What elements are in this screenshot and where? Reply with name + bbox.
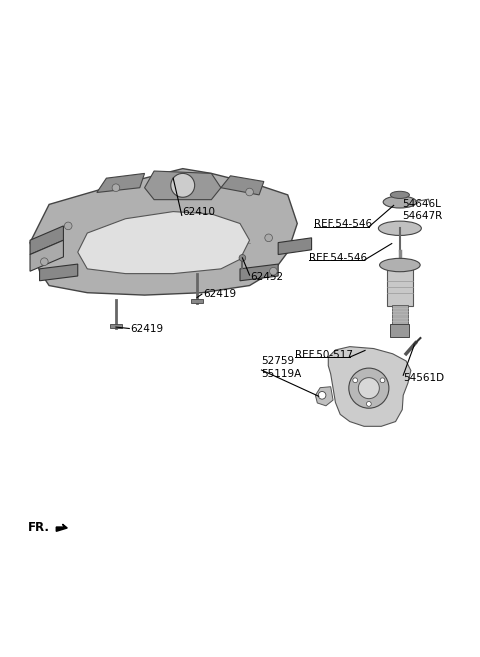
Circle shape [270,267,277,275]
Circle shape [318,392,326,399]
Polygon shape [144,171,221,200]
Bar [387,267,413,306]
Polygon shape [30,169,297,295]
Circle shape [112,184,120,192]
Circle shape [246,188,253,196]
Circle shape [366,401,371,406]
Text: 52759
55119A: 52759 55119A [262,357,302,379]
Circle shape [349,368,389,408]
Text: REF.54-546: REF.54-546 [309,253,367,263]
Text: 62419: 62419 [130,323,163,334]
Circle shape [359,378,379,399]
Polygon shape [278,238,312,254]
Polygon shape [30,226,63,254]
Text: REF.50-517: REF.50-517 [295,350,353,360]
Polygon shape [110,324,121,328]
Text: REF.54-546: REF.54-546 [314,219,372,229]
Circle shape [239,254,246,261]
Ellipse shape [380,258,420,272]
Ellipse shape [383,196,417,208]
Text: 54561D: 54561D [403,373,444,382]
Circle shape [40,258,48,265]
Polygon shape [328,347,411,426]
Circle shape [171,173,195,197]
Circle shape [380,378,385,382]
Polygon shape [315,387,333,406]
Polygon shape [221,176,264,195]
Bar [390,324,409,337]
Polygon shape [240,264,278,281]
Circle shape [265,234,273,242]
Polygon shape [56,524,67,532]
Circle shape [353,378,358,382]
Text: 62419: 62419 [203,289,236,299]
Text: FR.: FR. [28,522,49,535]
Polygon shape [192,300,203,304]
Text: 54646L
54647R: 54646L 54647R [402,199,443,221]
Circle shape [64,222,72,230]
Polygon shape [97,173,144,193]
Ellipse shape [390,191,409,198]
Ellipse shape [378,221,421,235]
Text: 62410: 62410 [183,208,216,217]
Polygon shape [39,264,78,281]
Polygon shape [30,240,63,271]
Bar [392,305,408,325]
Polygon shape [78,212,250,273]
Text: 62452: 62452 [251,272,284,282]
